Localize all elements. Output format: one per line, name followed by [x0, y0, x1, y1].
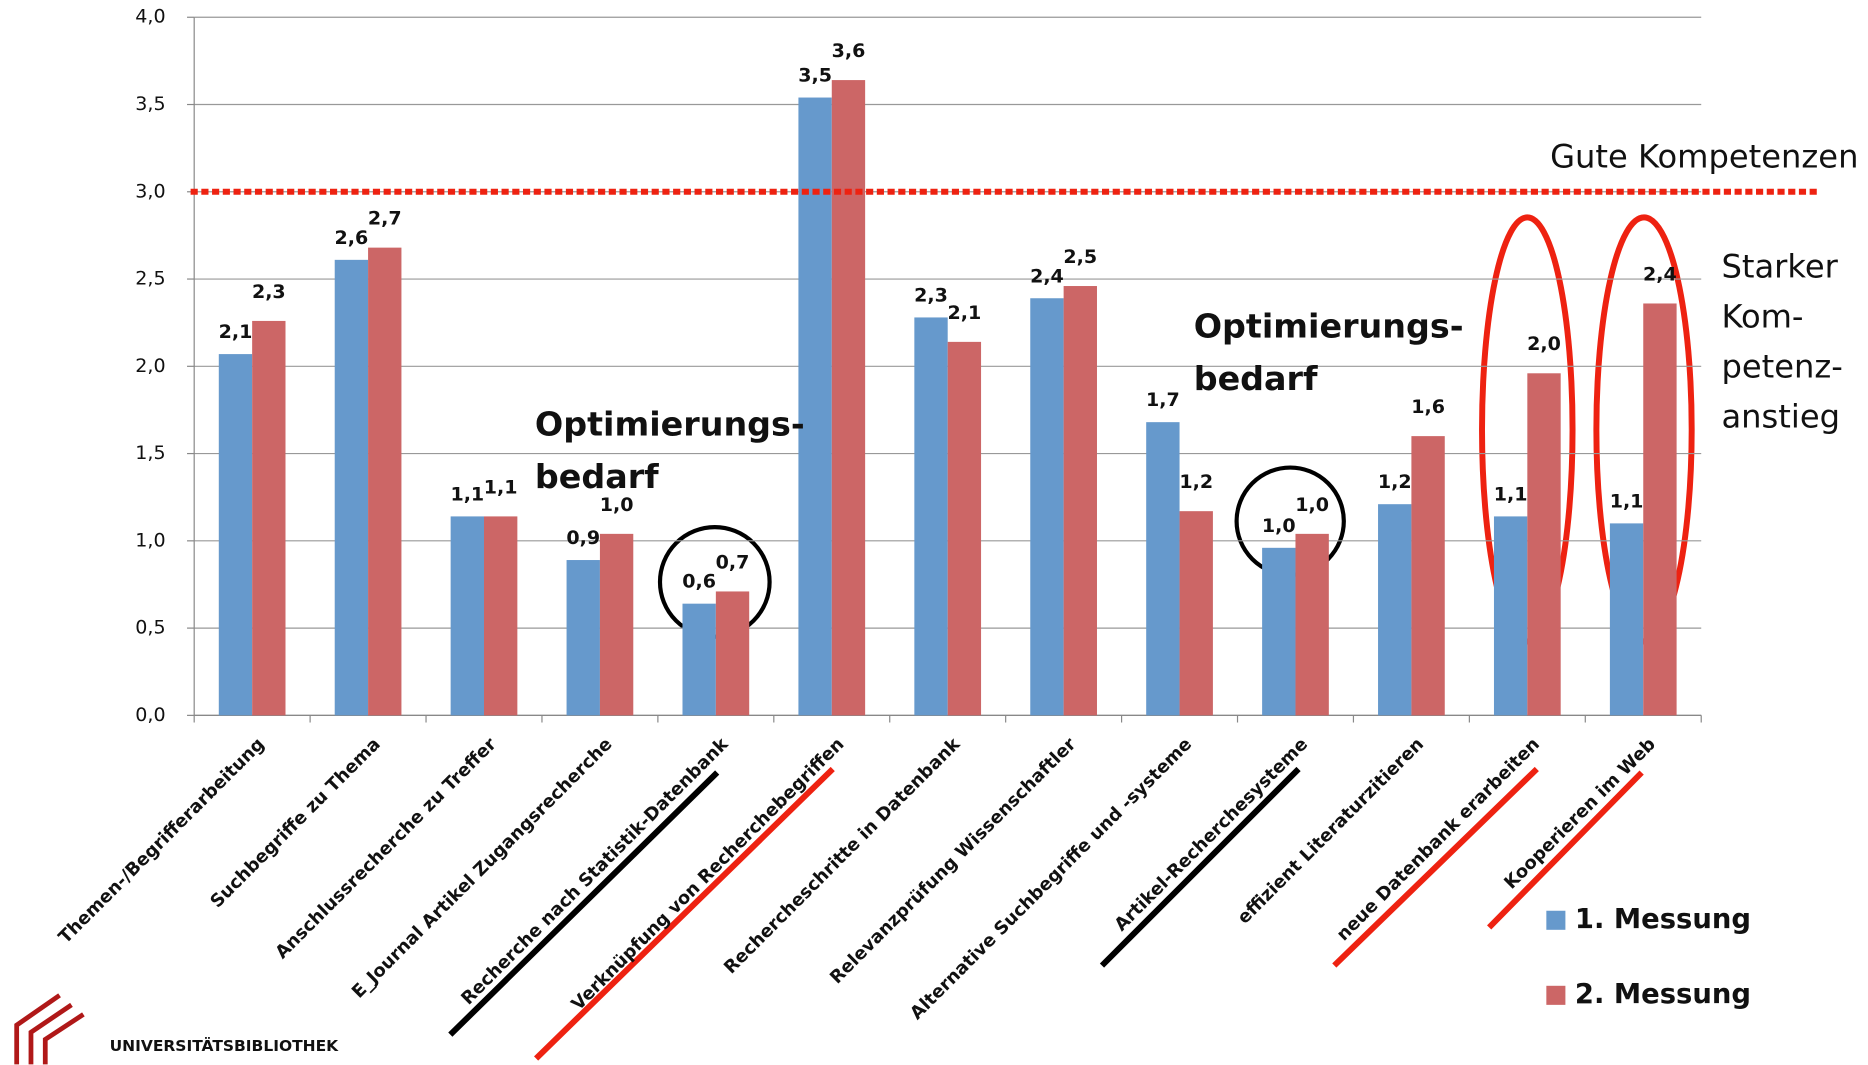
bar — [1146, 422, 1180, 716]
data-label: 1,1 — [1610, 490, 1644, 512]
y-tick-label: 0,5 — [135, 617, 165, 639]
x-tick-label: E_Journal Artikel Zugangsrecherche — [348, 734, 617, 1003]
data-label: 2,1 — [219, 321, 253, 343]
y-tick-label: 1,5 — [135, 442, 165, 464]
bar — [566, 560, 600, 716]
x-tick-label: Artikel-Recherchesysteme — [1110, 734, 1312, 936]
y-tick-label: 3,0 — [135, 180, 165, 202]
data-label: 2,3 — [914, 284, 948, 306]
underline — [1099, 766, 1301, 968]
underline — [1332, 766, 1539, 968]
bar — [483, 516, 518, 716]
x-tick-label: Recherche nach Statistik-Datenbank — [457, 733, 733, 1009]
x-tick-label: neue Datenbank erarbeiten — [1333, 734, 1544, 945]
x-tick-label: Themen-/Begrifferarbeitung — [55, 734, 269, 948]
x-tick-label: Rechercheschritte in Datenbank — [720, 733, 965, 978]
y-tick-label: 4,0 — [135, 6, 165, 28]
bar — [682, 603, 716, 716]
data-label: 2,0 — [1527, 333, 1561, 355]
data-label: 2,4 — [1643, 263, 1677, 285]
bar — [715, 591, 750, 716]
y-tick-label: 2,0 — [135, 355, 165, 377]
bar — [1179, 511, 1213, 716]
annotation: anstieg — [1721, 398, 1840, 436]
data-label: 1,2 — [1378, 471, 1412, 493]
bar — [1063, 286, 1097, 716]
bar — [1527, 373, 1561, 716]
legend-label: 1. Messung — [1575, 904, 1751, 935]
data-label: 1,1 — [484, 476, 518, 498]
annotation: Optimierungs- — [535, 404, 805, 443]
bar — [1609, 523, 1644, 716]
logo — [14, 993, 85, 1065]
legend-swatch — [1546, 985, 1566, 1005]
y-tick-label: 3,5 — [135, 93, 165, 115]
bar — [914, 317, 948, 716]
annotation: Optimierungs- — [1194, 307, 1464, 346]
underline — [1487, 770, 1644, 930]
legend-label: 2. Messung — [1575, 979, 1751, 1010]
y-tick-label: 0,0 — [135, 704, 165, 726]
bar — [368, 247, 402, 716]
bar — [252, 320, 286, 716]
data-label: 1,1 — [1494, 483, 1528, 505]
bar — [1262, 547, 1296, 716]
data-label: 2,6 — [335, 227, 369, 249]
data-label: 1,6 — [1411, 396, 1445, 418]
data-label: 3,5 — [798, 65, 832, 87]
data-label: 2,4 — [1030, 265, 1064, 287]
x-tick-label: Anschlussrecherche zu Treffer — [271, 734, 500, 963]
bar — [218, 354, 253, 716]
bar — [947, 341, 982, 716]
bar — [1493, 516, 1528, 716]
y-tick-label: 1,0 — [135, 529, 165, 551]
bar — [1411, 436, 1445, 716]
bar — [798, 97, 832, 716]
annotation: bedarf — [1194, 359, 1318, 398]
data-label: 1,2 — [1179, 471, 1213, 493]
legend-swatch — [1546, 910, 1566, 930]
data-label: 1,0 — [1295, 494, 1329, 516]
y-tick-label: 2,5 — [135, 268, 165, 290]
annotation: Starker — [1721, 248, 1838, 286]
bar — [831, 80, 866, 716]
data-label: 2,3 — [252, 281, 286, 303]
data-label: 2,5 — [1063, 246, 1097, 268]
bar — [1295, 533, 1329, 716]
bar — [1643, 303, 1677, 716]
bar — [1030, 298, 1064, 716]
data-label: 1,0 — [1262, 515, 1296, 537]
annotation: bedarf — [535, 457, 659, 496]
bar — [1378, 504, 1412, 716]
logo-mark — [14, 993, 85, 1065]
data-label: 0,6 — [682, 571, 716, 593]
data-label: 2,1 — [948, 302, 982, 324]
annotation: petenz- — [1721, 348, 1842, 386]
data-label: 1,1 — [450, 483, 484, 505]
underline — [534, 766, 835, 1061]
bar — [450, 516, 484, 716]
bar — [334, 259, 369, 716]
logo-text: UNIVERSITÄTSBIBLIOTHEK — [110, 1036, 340, 1055]
data-label: 0,7 — [716, 551, 750, 573]
data-label: 1,0 — [600, 494, 634, 516]
annotation: Kom- — [1721, 298, 1803, 336]
data-label: 1,7 — [1146, 389, 1180, 411]
data-label: 2,7 — [368, 208, 402, 230]
data-label: 0,9 — [566, 527, 600, 549]
bar — [599, 533, 634, 716]
data-label: 3,6 — [832, 40, 866, 62]
underline — [448, 770, 720, 1037]
x-tick-label: Relevanzprüfung Wissenschaftler — [826, 734, 1080, 988]
reference-label: Gute Kompetenzen — [1550, 137, 1858, 175]
